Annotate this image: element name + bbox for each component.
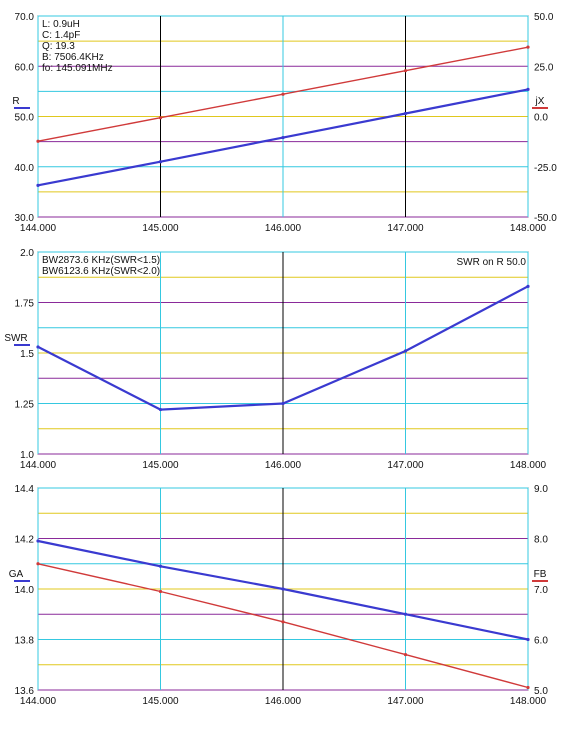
impedance-series-red-point: [36, 139, 40, 143]
gain-fb-ylabel: GA: [9, 569, 24, 580]
gain-fb-x-tick-label: 145.000: [142, 696, 179, 707]
impedance-series-red-point: [403, 69, 408, 73]
impedance-annotation: C: 1.4pF: [42, 30, 80, 41]
impedance-y-right-tick-label: -25.0: [534, 163, 557, 174]
swr-y-tick-label: 1.75: [15, 299, 35, 310]
swr-series-blue-point: [281, 401, 285, 406]
gain-fb-series-red-point: [36, 562, 40, 566]
gain-fb-series-red-point: [403, 653, 408, 657]
impedance-x-tick-label: 147.000: [387, 223, 424, 234]
swr-x-tick-label: 144.000: [20, 460, 57, 471]
impedance-ylabel: R: [12, 96, 19, 107]
gain-fb-y-tick-label: 14.2: [15, 535, 35, 546]
impedance-y-tick-label: 40.0: [15, 163, 35, 174]
impedance-series-blue-point: [158, 160, 163, 164]
impedance-series-red-point: [158, 116, 163, 120]
impedance-y-tick-label: 50.0: [15, 113, 35, 124]
impedance-series-blue-point: [36, 183, 40, 187]
impedance-x-tick-label: 144.000: [20, 223, 57, 234]
swr-series-blue-point: [158, 407, 163, 412]
gain-fb-series-blue-point: [158, 564, 163, 568]
swr-y-tick-label: 1.25: [15, 400, 35, 411]
impedance-series-blue-point: [403, 111, 408, 116]
swr-series-blue-point: [526, 284, 530, 288]
gain-fb-series-red-point: [281, 620, 285, 624]
impedance-annotation: L: 0.9uH: [42, 19, 80, 30]
swr-x-tick-label: 147.000: [387, 460, 424, 471]
gain-fb-series-red-point: [158, 589, 163, 594]
impedance-x-tick-label: 148.000: [510, 223, 547, 234]
swr-ylabel: SWR: [4, 333, 27, 344]
impedance-series-red-point: [526, 45, 530, 49]
impedance-x-tick-label: 146.000: [265, 223, 302, 234]
gain-fb-y-right-tick-label: 9.0: [534, 484, 548, 495]
gain-fb-y-right-tick-label: 8.0: [534, 535, 548, 546]
swr-annotation-right: SWR on R 50.0: [457, 257, 527, 268]
gain-fb-y-tick-label: 14.4: [15, 484, 35, 495]
swr-x-tick-label: 148.000: [510, 460, 547, 471]
impedance-series-blue-point: [281, 136, 285, 140]
impedance-series-red-point: [281, 92, 285, 96]
gain-fb-y-tick-label: 13.8: [15, 636, 35, 647]
swr-series-blue-point: [403, 349, 408, 353]
swr-y-tick-label: 1.5: [20, 349, 34, 360]
gain-fb-x-tick-label: 148.000: [510, 696, 547, 707]
swr-x-tick-label: 146.000: [265, 460, 302, 471]
impedance-series-blue-point: [526, 87, 530, 91]
impedance-y-right-tick-label: 25.0: [534, 62, 554, 73]
impedance-ylabel-right: jX: [535, 96, 545, 107]
swr-y-tick-label: 2.0: [20, 248, 34, 259]
gain-fb-x-tick-label: 144.000: [20, 696, 57, 707]
gain-fb-series-blue-point: [526, 637, 530, 642]
swr-annotation: BW6123.6 KHz(SWR<2.0): [42, 266, 160, 277]
impedance-annotation: fo: 145.091MHz: [42, 63, 113, 74]
gain-fb-series-blue-point: [281, 587, 285, 591]
gain-fb-ylabel-right: FB: [534, 569, 547, 580]
impedance-y-right-tick-label: 0.0: [534, 113, 548, 124]
gain-fb-x-tick-label: 146.000: [265, 696, 302, 707]
gain-fb-y-right-tick-label: 6.0: [534, 636, 548, 647]
swr-x-tick-label: 145.000: [142, 460, 179, 471]
gain-fb-series-blue-point: [36, 539, 40, 543]
impedance-annotation: B: 7506.4KHz: [42, 52, 104, 63]
swr-y-tick-label: 1.0: [20, 450, 34, 461]
gain-fb-x-tick-label: 147.000: [387, 696, 424, 707]
gain-fb-y-tick-label: 13.6: [15, 686, 35, 697]
swr-annotation: BW2873.6 KHz(SWR<1.5): [42, 255, 160, 266]
swr-series-blue-point: [36, 345, 40, 349]
gain-fb-series-blue-point: [403, 612, 408, 616]
impedance-x-tick-label: 145.000: [142, 223, 179, 234]
gain-fb-y-right-tick-label: 7.0: [534, 585, 548, 596]
gain-fb-y-tick-label: 14.0: [15, 585, 35, 596]
impedance-y-tick-label: 60.0: [15, 62, 35, 73]
gain-fb-y-right-tick-label: 5.0: [534, 686, 548, 697]
impedance-y-right-tick-label: 50.0: [534, 12, 554, 23]
impedance-y-tick-label: 70.0: [15, 12, 35, 23]
gain-fb-series-red-point: [526, 685, 530, 690]
impedance-y-right-tick-label: -50.0: [534, 213, 557, 224]
impedance-annotation: Q: 19.3: [42, 41, 75, 52]
impedance-y-tick-label: 30.0: [15, 213, 35, 224]
